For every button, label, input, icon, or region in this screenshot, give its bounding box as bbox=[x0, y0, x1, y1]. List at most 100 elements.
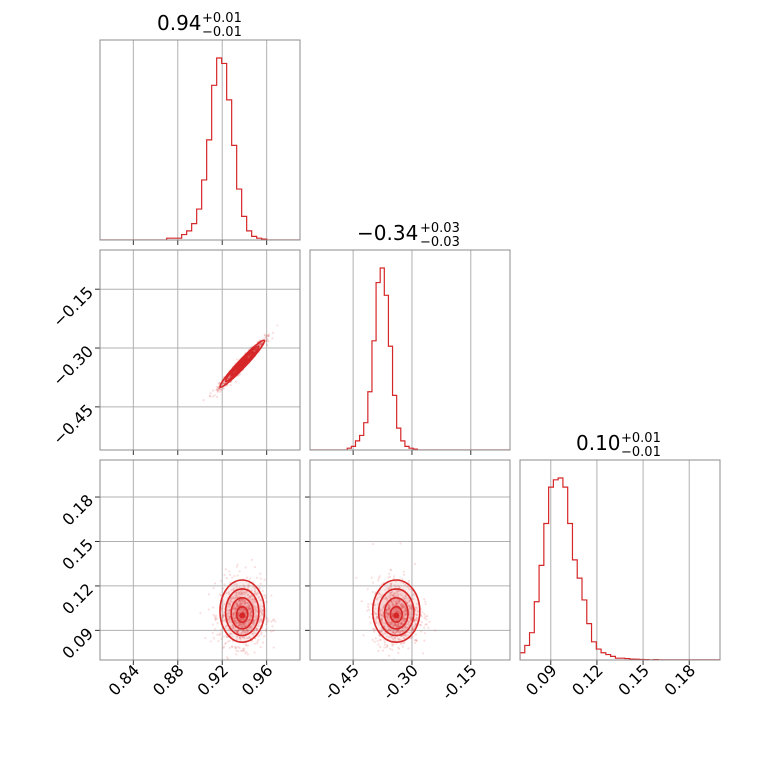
scatter-p0-p2-point bbox=[251, 632, 254, 635]
scatter-p0-p2-point bbox=[234, 606, 237, 609]
scatter-p0-p2-point bbox=[256, 627, 259, 631]
scatter-p0-p2-point bbox=[233, 617, 237, 620]
scatter-p0-p2-contours bbox=[219, 579, 266, 644]
scatter-p1-p2-point bbox=[404, 617, 407, 620]
scatter-p1-p2-point bbox=[392, 630, 395, 634]
scatter-p1-p2-point bbox=[394, 591, 397, 595]
scatter-p1-p2-point bbox=[371, 627, 374, 630]
scatter-p1-p2-point bbox=[396, 629, 399, 632]
scatter-p0-p2-point bbox=[249, 607, 252, 610]
scatter-p1-p2-point bbox=[408, 606, 412, 609]
scatter-p1-p2-point bbox=[391, 648, 394, 651]
scatter-p1-p2-point bbox=[390, 629, 393, 632]
scatter-p1-p2-point bbox=[400, 621, 403, 624]
scatter-p0-p2-point bbox=[233, 597, 236, 600]
scatter-p0-p2-point bbox=[249, 613, 252, 616]
scatter-p0-p1-point bbox=[263, 334, 267, 337]
scatter-p0-p2-point bbox=[242, 601, 245, 604]
scatter-p1-p2-point bbox=[407, 620, 410, 624]
scatter-p1-p2-point bbox=[380, 619, 383, 622]
scatter-p0-p2-point bbox=[253, 605, 256, 608]
scatter-p1-p2-point bbox=[391, 614, 394, 618]
scatter-p0-p2-point bbox=[244, 566, 247, 569]
scatter-p0-p2-point bbox=[272, 618, 276, 621]
scatter-p1-p2-point bbox=[396, 623, 400, 626]
scatter-p0-p2-point bbox=[242, 629, 245, 632]
title-p2-lower: −0.01 bbox=[621, 445, 661, 460]
scatter-p0-p2-point bbox=[248, 617, 251, 620]
scatter-p0-p2-point bbox=[246, 593, 249, 596]
scatter-p0-p2-point bbox=[259, 646, 262, 649]
hist-p0-frame bbox=[99, 39, 301, 241]
scatter-p1-p2-point bbox=[398, 622, 401, 625]
scatter-p1-p2-point bbox=[395, 610, 399, 613]
scatter-p0-p2-point bbox=[235, 594, 238, 597]
scatter-p1-p2-point bbox=[401, 630, 404, 633]
scatter-p1-p2-point bbox=[386, 615, 389, 618]
scatter-p0-p2-point bbox=[248, 635, 251, 638]
scatter-p1-p2-point bbox=[389, 586, 393, 589]
scatter-p1-p2-point bbox=[423, 613, 426, 616]
scatter-p1-p2-point bbox=[391, 643, 394, 646]
scatter-p0-p2-point bbox=[231, 635, 234, 638]
scatter-p1-p2-point bbox=[392, 624, 395, 627]
scatter-p0-p2-point bbox=[252, 623, 255, 626]
scatter-p0-p2-point bbox=[243, 608, 246, 612]
scatter-p1-p2-point bbox=[386, 619, 389, 622]
scatter-p1-p2-point bbox=[379, 609, 382, 612]
scatter-p0-p2-point bbox=[227, 609, 230, 612]
scatter-p0-p2-point bbox=[257, 634, 261, 638]
scatter-p1-p2-point bbox=[403, 641, 406, 644]
scatter-p0-p2-point bbox=[234, 645, 237, 648]
scatter-p1-p2-point bbox=[411, 626, 414, 630]
scatter-p0-p2-point bbox=[234, 622, 238, 625]
scatter-p0-p2-point bbox=[221, 605, 224, 608]
scatter-p0-p2-point bbox=[239, 600, 243, 603]
scatter-p0-p2-point bbox=[255, 629, 258, 632]
scatter-p0-p2-point bbox=[246, 620, 249, 623]
scatter-p0-p2-point bbox=[222, 645, 226, 648]
scatter-p0-p1-point bbox=[260, 343, 263, 346]
scatter-p1-p2-point bbox=[389, 583, 392, 586]
scatter-p1-p2-point bbox=[408, 587, 411, 591]
scatter-p0-p1-point bbox=[218, 387, 221, 390]
scatter-p0-p2-point bbox=[241, 624, 244, 627]
scatter-p0-p2-point bbox=[228, 603, 232, 606]
scatter-p1-p2-point bbox=[387, 595, 390, 598]
scatter-p0-p1-ytick-label: −0.30 bbox=[49, 342, 97, 390]
scatter-p1-p2-point bbox=[390, 621, 393, 624]
scatter-p0-p2-point bbox=[207, 593, 210, 596]
scatter-p1-p2-point bbox=[394, 624, 397, 627]
scatter-p1-p2-point bbox=[389, 628, 392, 631]
hist-p2-xtick-label: 0.15 bbox=[614, 661, 653, 700]
scatter-p1-p2-point bbox=[410, 616, 413, 619]
scatter-p0-p2-point bbox=[232, 626, 235, 629]
scatter-p0-p2-point bbox=[232, 607, 235, 610]
scatter-p0-p2-point bbox=[242, 591, 245, 594]
scatter-p0-p2-point bbox=[231, 611, 234, 614]
scatter-p0-p2-point bbox=[225, 591, 229, 595]
scatter-p0-p2-point bbox=[213, 582, 217, 585]
scatter-p1-p2-point bbox=[423, 632, 426, 635]
scatter-p0-p2-point bbox=[216, 621, 219, 625]
scatter-p1-p2-point bbox=[385, 612, 388, 615]
scatter-p0-p2-point bbox=[227, 612, 230, 615]
scatter-p0-p1-point bbox=[236, 358, 239, 361]
scatter-p0-p2-point bbox=[241, 649, 244, 652]
scatter-p0-p2-point bbox=[218, 632, 222, 635]
scatter-p1-p2-point bbox=[387, 607, 390, 611]
scatter-p0-p2-point bbox=[228, 615, 231, 619]
scatter-p0-p2-point bbox=[250, 627, 253, 630]
scatter-p1-p2-point bbox=[400, 606, 404, 609]
scatter-p1-p2-point bbox=[396, 598, 399, 601]
scatter-p1-p2-point bbox=[394, 624, 397, 627]
scatter-p1-p2-point bbox=[396, 630, 400, 633]
scatter-p1-p2-point bbox=[402, 596, 405, 599]
scatter-p0-p2-point bbox=[222, 614, 225, 617]
scatter-p1-p2-point bbox=[391, 636, 394, 639]
scatter-p0-p2-point bbox=[242, 598, 245, 601]
scatter-p0-p2-point bbox=[227, 640, 230, 643]
scatter-p0-p2-point bbox=[239, 623, 243, 626]
scatter-p0-p1-point bbox=[219, 388, 223, 391]
scatter-p1-p2-point bbox=[390, 635, 393, 638]
